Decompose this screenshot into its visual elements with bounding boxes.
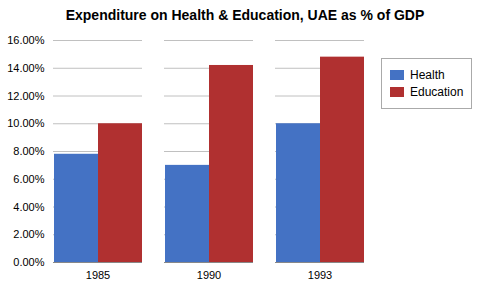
html-text:Expenditure on Health & Educat: Expenditure on Health & Education, UAE a… [65, 7, 425, 23]
svg-text:4.00%: 4.00% [13, 201, 44, 213]
svg-text:16.00%: 16.00% [7, 34, 45, 46]
svg-text:10.00%: 10.00% [7, 117, 45, 129]
svg-text:1985: 1985 [86, 269, 110, 281]
svg-text:2.00%: 2.00% [13, 228, 44, 240]
svg-text:8.00%: 8.00% [13, 145, 44, 157]
svg-text:1990: 1990 [197, 269, 221, 281]
svg-text:12.00%: 12.00% [7, 90, 45, 102]
svg-text:0.00%: 0.00% [13, 256, 44, 268]
svg-text:1993: 1993 [308, 269, 332, 281]
svg-text:6.00%: 6.00% [13, 173, 44, 185]
html-text:Education: Education [410, 85, 464, 99]
html-text:Health: Health [410, 68, 445, 82]
svg-text:14.00%: 14.00% [7, 62, 45, 74]
